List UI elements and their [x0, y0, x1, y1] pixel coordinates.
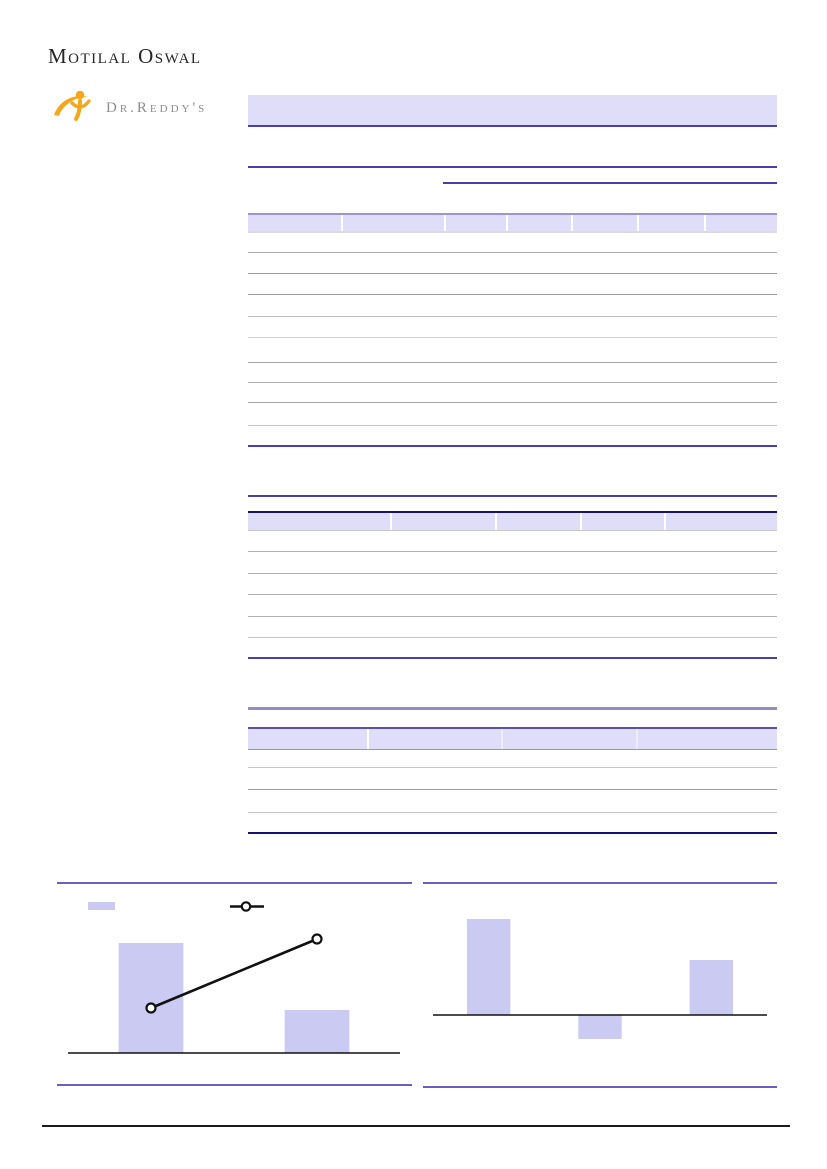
- line-marker: [145, 1002, 157, 1014]
- left-chart-top-rule: [57, 882, 412, 884]
- column-divider: [637, 215, 639, 231]
- right-chart-top-rule: [423, 882, 777, 884]
- column-divider: [367, 729, 369, 749]
- subheader-rule: [443, 182, 777, 184]
- line-series: [150, 937, 318, 1010]
- table3-header-row: [248, 727, 777, 750]
- chart-bar: [689, 960, 734, 1015]
- table2-row-line: [248, 573, 777, 574]
- table1-row-line: [248, 316, 777, 317]
- section-divider-rule: [248, 495, 777, 497]
- table2-bottom-rule: [248, 657, 777, 659]
- right-chart-bottom-rule: [423, 1086, 777, 1088]
- header-rule: [248, 166, 777, 168]
- table1-header-row: [248, 213, 777, 233]
- dr-reddys-logo: Dr.Reddy's: [52, 86, 252, 130]
- table1-row-line: [248, 402, 777, 403]
- dr-reddys-icon: [54, 90, 91, 121]
- section-rule: [248, 707, 777, 710]
- right-chart: [433, 919, 767, 1039]
- table2-row-line: [248, 551, 777, 552]
- table1-row-line: [248, 294, 777, 295]
- column-divider: [444, 215, 446, 231]
- chart-bar: [578, 1015, 622, 1039]
- report-title-bar: [248, 95, 777, 127]
- column-divider: [571, 215, 573, 231]
- column-divider: [580, 513, 582, 530]
- footer-rule: [42, 1125, 790, 1127]
- column-divider: [704, 215, 706, 231]
- table1-bottom-rule: [248, 445, 777, 447]
- table1-row-line: [248, 337, 777, 338]
- column-divider: [341, 215, 343, 231]
- table2-row-line: [248, 594, 777, 595]
- column-divider: [390, 513, 392, 530]
- chart-bar: [284, 1010, 350, 1053]
- table1-row-line: [248, 273, 777, 274]
- motilal-oswal-logo: Motilal Oswal: [48, 44, 202, 68]
- table1-row-line: [248, 252, 777, 253]
- column-divider: [664, 513, 666, 530]
- table3-row-line: [248, 812, 777, 813]
- line-marker: [311, 933, 323, 945]
- chart-bar: [466, 919, 511, 1015]
- table1-row-line: [248, 382, 777, 383]
- left-chart-legend-line-marker: [230, 901, 264, 912]
- table2-row-line: [248, 616, 777, 617]
- left-chart-bottom-rule: [57, 1084, 412, 1086]
- column-divider: [636, 729, 638, 749]
- table3-row-line: [248, 767, 777, 768]
- table3-row-line: [248, 789, 777, 790]
- table3-bottom-rule: [248, 832, 777, 834]
- table2-row-line: [248, 637, 777, 638]
- left-chart-legend-bar-swatch: [88, 902, 115, 910]
- table2-header-row: [248, 511, 777, 531]
- column-divider: [506, 215, 508, 231]
- table1-row-line: [248, 362, 777, 363]
- column-divider: [495, 513, 497, 530]
- table1-row-line: [248, 425, 777, 426]
- column-divider: [501, 729, 503, 749]
- dr-reddys-logo-text: Dr.Reddy's: [106, 100, 208, 116]
- left-chart: [68, 933, 400, 1054]
